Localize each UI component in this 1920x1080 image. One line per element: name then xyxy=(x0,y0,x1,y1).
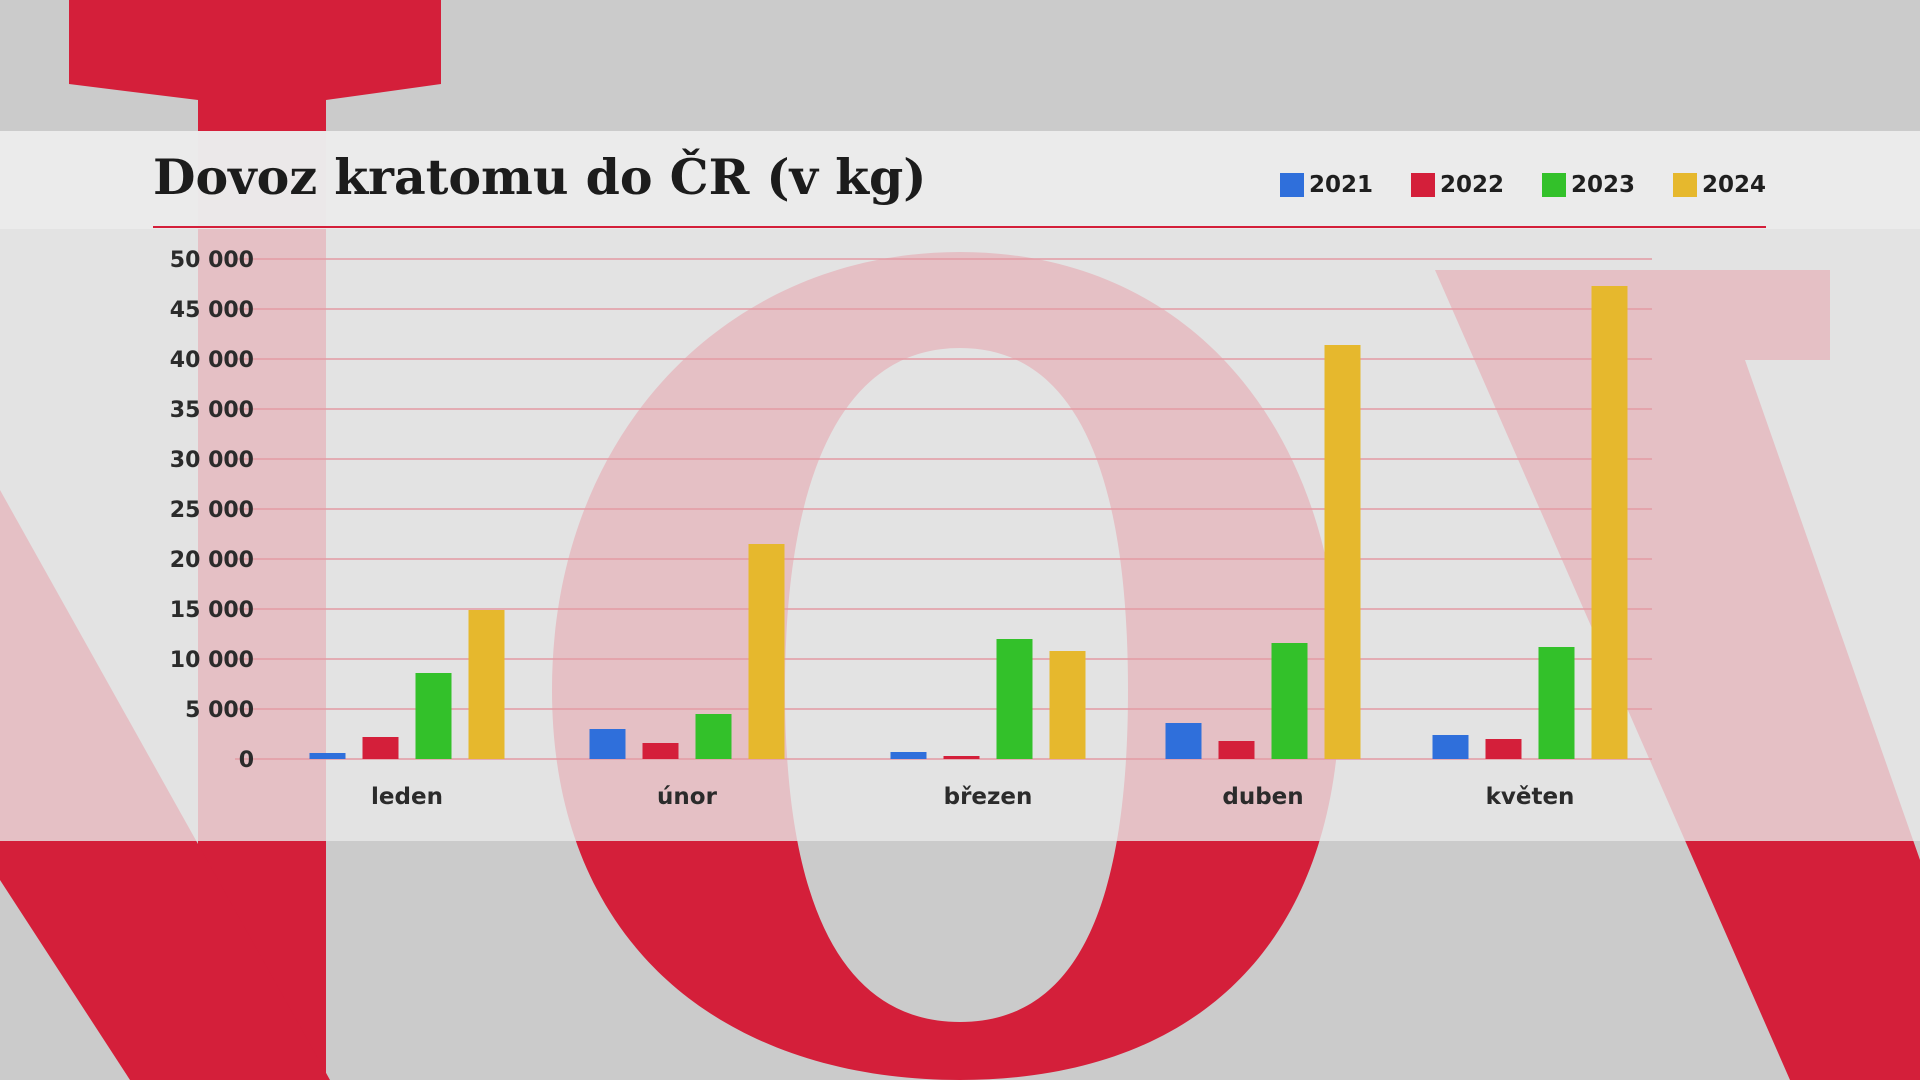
legend-label: 2024 xyxy=(1701,172,1766,198)
x-category-label: leden xyxy=(371,784,443,810)
bar-2022-květen xyxy=(1485,739,1522,759)
y-tick-label: 35 000 xyxy=(170,398,254,423)
bar-2021-duben xyxy=(1165,723,1202,759)
y-tick-label: 30 000 xyxy=(170,448,254,473)
x-category-label: únor xyxy=(657,784,718,810)
y-tick-label: 20 000 xyxy=(170,548,254,573)
title-divider xyxy=(153,226,1766,228)
y-tick-label: 10 000 xyxy=(170,648,254,673)
y-tick-label: 40 000 xyxy=(170,348,254,373)
legend-item-2024: 2024 xyxy=(1672,172,1766,198)
legend-label: 2023 xyxy=(1570,172,1635,198)
y-tick-label: 25 000 xyxy=(170,498,254,523)
chart-title: Dovoz kratomu do ČR (v kg) xyxy=(153,148,927,206)
legend-swatch xyxy=(1672,173,1697,197)
bar-2022-leden xyxy=(362,737,399,759)
x-category-label: květen xyxy=(1486,784,1575,810)
bar-2021-květen xyxy=(1432,735,1469,759)
bar-2023-únor xyxy=(695,714,732,759)
y-axis-ticks: 0 5 000 10 000 15 000 20 000 25 000 30 000 35 0… xyxy=(170,248,254,773)
bar-2024-květen xyxy=(1591,286,1628,759)
legend-swatch xyxy=(1410,173,1435,197)
y-tick-label: 15 000 xyxy=(170,598,254,623)
bar-2021-únor xyxy=(589,729,626,759)
legend-item-2021: 2021 xyxy=(1279,172,1373,198)
chart-legend: 2021 2022 2023 2024 xyxy=(1279,172,1766,198)
legend-item-2023: 2023 xyxy=(1541,172,1635,198)
y-tick-label: 5 000 xyxy=(185,698,254,723)
x-category-label: duben xyxy=(1222,784,1303,810)
legend-label: 2021 xyxy=(1308,172,1373,198)
y-tick-label: 50 000 xyxy=(170,248,254,273)
bar-2024-březen xyxy=(1049,651,1086,759)
bar-2021-březen xyxy=(890,752,927,759)
y-tick-label: 0 xyxy=(239,748,254,773)
bar-2023-leden xyxy=(415,673,452,759)
legend-swatch xyxy=(1541,173,1566,197)
y-tick-label: 45 000 xyxy=(170,298,254,323)
header-band xyxy=(0,131,1920,229)
bar-2024-duben xyxy=(1324,345,1361,759)
legend-swatch xyxy=(1279,173,1304,197)
bar-2022-únor xyxy=(642,743,679,759)
legend-label: 2022 xyxy=(1439,172,1504,198)
legend-item-2022: 2022 xyxy=(1410,172,1504,198)
bar-2023-březen xyxy=(996,639,1033,759)
bar-2023-duben xyxy=(1271,643,1308,759)
bar-2023-květen xyxy=(1538,647,1575,759)
bar-2024-leden xyxy=(468,610,505,759)
x-axis-categories: leden únor březen duben květen xyxy=(371,784,1574,810)
chart-bars xyxy=(309,286,1628,759)
bar-2022-duben xyxy=(1218,741,1255,759)
bar-2024-únor xyxy=(748,544,785,759)
x-category-label: březen xyxy=(944,784,1033,810)
bar-2021-leden xyxy=(309,753,346,759)
bar-2022-březen xyxy=(943,756,980,759)
